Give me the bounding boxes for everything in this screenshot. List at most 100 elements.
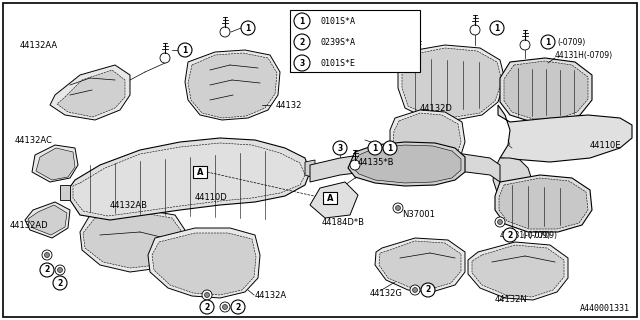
Circle shape	[368, 141, 382, 155]
Polygon shape	[348, 142, 465, 186]
Polygon shape	[504, 61, 588, 119]
Polygon shape	[148, 228, 260, 298]
Polygon shape	[70, 138, 310, 220]
Text: 1: 1	[372, 143, 378, 153]
Text: 44132AD: 44132AD	[10, 220, 49, 229]
Polygon shape	[305, 160, 315, 178]
Text: 44132D: 44132D	[420, 103, 453, 113]
Circle shape	[503, 228, 517, 242]
Polygon shape	[60, 185, 70, 200]
Polygon shape	[495, 175, 592, 232]
Circle shape	[42, 250, 52, 260]
Text: 44132AA: 44132AA	[20, 41, 58, 50]
Circle shape	[202, 290, 212, 300]
Polygon shape	[185, 50, 280, 120]
Polygon shape	[50, 65, 130, 120]
Polygon shape	[57, 70, 125, 117]
Polygon shape	[398, 45, 505, 120]
Text: 0101S*A: 0101S*A	[320, 17, 355, 26]
Text: A: A	[196, 167, 204, 177]
Circle shape	[58, 268, 63, 273]
Text: 1: 1	[387, 143, 392, 153]
Polygon shape	[352, 145, 461, 183]
Polygon shape	[152, 233, 256, 295]
Text: 0101S*E: 0101S*E	[320, 59, 355, 68]
Bar	[290, 10, 420, 72]
Circle shape	[220, 27, 230, 37]
Circle shape	[205, 292, 209, 298]
Polygon shape	[499, 178, 588, 229]
Text: 44131H(-0709): 44131H(-0709)	[555, 51, 613, 60]
Text: 44132N: 44132N	[495, 295, 528, 305]
Text: 0239S*A: 0239S*A	[320, 37, 355, 46]
Circle shape	[241, 21, 255, 35]
Text: 1: 1	[494, 23, 500, 33]
Text: A: A	[327, 194, 333, 203]
Polygon shape	[32, 145, 78, 182]
Circle shape	[294, 34, 310, 50]
Circle shape	[200, 300, 214, 314]
Polygon shape	[80, 210, 185, 272]
Text: 2: 2	[508, 230, 513, 239]
Polygon shape	[393, 113, 461, 163]
Bar	[323, 192, 337, 204]
Text: 3: 3	[337, 143, 342, 153]
Text: N37001: N37001	[402, 210, 435, 219]
Polygon shape	[468, 242, 568, 300]
Text: (-0709): (-0709)	[557, 37, 585, 46]
Text: 44132: 44132	[276, 100, 302, 109]
Polygon shape	[28, 205, 67, 235]
Circle shape	[350, 160, 360, 170]
Circle shape	[53, 276, 67, 290]
Polygon shape	[498, 105, 632, 162]
Text: 44110D: 44110D	[195, 193, 228, 202]
Circle shape	[160, 53, 170, 63]
Text: 2: 2	[58, 278, 63, 287]
Circle shape	[294, 55, 310, 71]
Polygon shape	[500, 58, 592, 122]
Circle shape	[470, 25, 480, 35]
Circle shape	[45, 252, 49, 258]
Circle shape	[223, 305, 227, 309]
Text: 44132A: 44132A	[255, 291, 287, 300]
Text: 2: 2	[300, 37, 305, 46]
Circle shape	[383, 141, 397, 155]
Circle shape	[497, 220, 502, 225]
Text: 2: 2	[44, 266, 50, 275]
Circle shape	[410, 285, 420, 295]
Polygon shape	[390, 110, 465, 165]
Circle shape	[396, 205, 401, 211]
Circle shape	[294, 13, 310, 29]
Text: 1: 1	[245, 23, 251, 33]
Polygon shape	[25, 202, 70, 238]
Polygon shape	[375, 238, 465, 292]
Circle shape	[495, 217, 505, 227]
Text: 44132AC: 44132AC	[15, 135, 53, 145]
Polygon shape	[402, 48, 502, 117]
Text: 44184D*B: 44184D*B	[322, 218, 365, 227]
Circle shape	[333, 141, 347, 155]
Circle shape	[55, 265, 65, 275]
Text: 44132F: 44132F	[392, 41, 423, 50]
Circle shape	[231, 300, 245, 314]
Text: 44110E: 44110E	[590, 140, 621, 149]
Text: 1: 1	[300, 17, 305, 26]
Text: 2: 2	[236, 302, 241, 311]
Polygon shape	[493, 158, 532, 200]
Polygon shape	[379, 241, 461, 289]
Polygon shape	[472, 245, 564, 297]
Circle shape	[40, 263, 54, 277]
Text: 1: 1	[545, 37, 550, 46]
Text: 44132G: 44132G	[370, 290, 403, 299]
Circle shape	[421, 283, 435, 297]
Bar	[193, 166, 207, 178]
Polygon shape	[83, 213, 182, 268]
Text: 2: 2	[204, 302, 210, 311]
Polygon shape	[36, 148, 75, 180]
Polygon shape	[310, 150, 500, 182]
Text: 3: 3	[300, 59, 305, 68]
Text: 44135*B: 44135*B	[358, 157, 394, 166]
Circle shape	[541, 35, 555, 49]
Polygon shape	[188, 53, 277, 118]
Text: 1: 1	[182, 45, 188, 54]
